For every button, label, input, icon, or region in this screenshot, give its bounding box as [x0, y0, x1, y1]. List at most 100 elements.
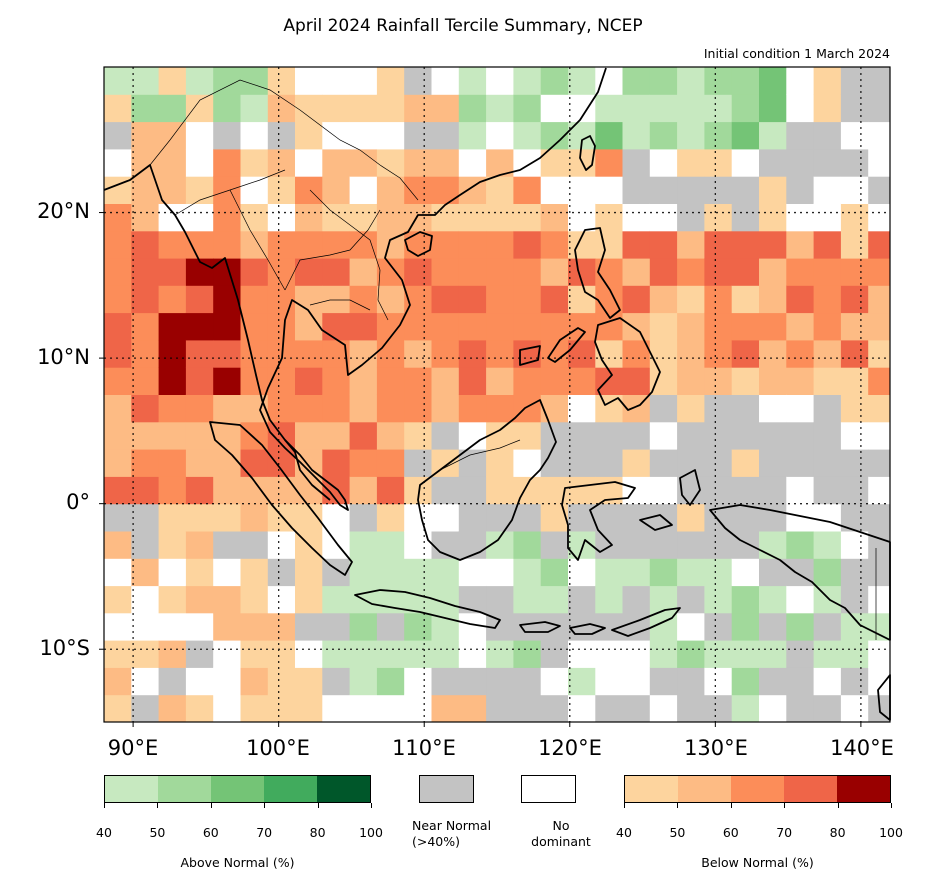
above-normal-segment: [317, 776, 370, 802]
grid-cell: [404, 394, 432, 423]
grid-cell: [104, 558, 132, 587]
grid-cell: [622, 421, 651, 450]
grid-cell: [786, 421, 815, 450]
grid-cell: [622, 558, 651, 587]
grid-cell: [731, 585, 760, 614]
grid-cell: [786, 148, 815, 177]
grid-cell: [731, 694, 760, 723]
grid-cell: [595, 67, 624, 95]
grid-cell: [104, 148, 132, 177]
grid-cell: [404, 94, 432, 123]
grid-cell: [458, 503, 487, 532]
grid-cell: [213, 449, 241, 477]
grid-cell: [458, 367, 487, 395]
grid-cell: [813, 312, 842, 341]
grid-cell: [376, 258, 405, 286]
grid-cell: [840, 67, 869, 95]
grid-cell: [267, 312, 296, 341]
grid-cell: [213, 339, 241, 368]
grid-cell: [704, 612, 733, 641]
grid-cell: [158, 121, 187, 150]
grid-cell: [786, 367, 815, 395]
grid-cell: [131, 421, 160, 450]
above-normal-segment: [211, 776, 264, 802]
grid-cell: [349, 476, 378, 505]
grid-cell: [568, 640, 596, 668]
grid-cell: [267, 476, 296, 505]
grid-cell: [622, 285, 651, 314]
grid-cell: [213, 612, 241, 641]
grid-cell: [540, 367, 569, 395]
grid-cell: [486, 121, 514, 150]
lon-label-120e: 120°E: [538, 736, 602, 760]
grid-cell: [731, 230, 760, 259]
grid-cell: [486, 394, 514, 423]
grid-cell: [404, 640, 432, 668]
grid-cell: [240, 148, 269, 177]
below-normal-tickmark: [784, 803, 786, 808]
grid-cell: [568, 694, 596, 723]
grid-cell: [295, 339, 323, 368]
grid-cell: [568, 585, 596, 614]
grid-cell: [513, 531, 542, 559]
grid-cell: [649, 421, 678, 450]
grid-cell: [540, 612, 569, 641]
grid-cell: [404, 449, 432, 477]
grid-cell: [759, 503, 787, 532]
grid-cell: [458, 285, 487, 314]
grid-cell: [677, 503, 705, 532]
below-normal-tick-label: 40: [616, 825, 632, 840]
grid-cell: [104, 503, 132, 532]
above-normal-colorbar: [104, 775, 371, 803]
grid-cell: [404, 503, 432, 532]
grid-cell: [704, 121, 733, 150]
grid-cell: [104, 312, 132, 341]
grid-cell: [622, 230, 651, 259]
grid-cell: [486, 585, 514, 614]
map-frame: [103, 66, 891, 723]
graticule: [104, 67, 890, 722]
grid-cell: [759, 640, 787, 668]
above-normal-tick-label: 100: [359, 825, 383, 840]
grid-cell: [158, 640, 187, 668]
grid-cell: [486, 312, 514, 341]
grid-cell: [731, 121, 760, 150]
grid-cell: [349, 667, 378, 696]
below-normal-segment: [731, 776, 784, 802]
grid-cell: [458, 558, 487, 587]
grid-cell: [240, 558, 269, 587]
grid-cell: [158, 558, 187, 587]
grid-cell: [240, 421, 269, 450]
grid-cell: [759, 121, 787, 150]
grid-cell: [158, 285, 187, 314]
grid-cell: [568, 667, 596, 696]
grid-cell: [185, 667, 214, 696]
grid-cell: [104, 94, 132, 123]
grid-cell: [731, 94, 760, 123]
grid-cell: [431, 503, 460, 532]
grid-cell: [868, 394, 891, 423]
grid-cell: [431, 230, 460, 259]
grid-cell: [131, 667, 160, 696]
grid-cell: [376, 67, 405, 95]
grid-cell: [731, 176, 760, 204]
grid-cell: [840, 449, 869, 477]
grid-cell: [158, 367, 187, 395]
grid-cell: [185, 558, 214, 587]
grid-cell: [185, 94, 214, 123]
grid-cell: [759, 531, 787, 559]
grid-cell: [868, 421, 891, 450]
grid-cell: [759, 694, 787, 723]
grid-cell: [295, 585, 323, 614]
grid-cell: [759, 203, 787, 232]
grid-cell: [786, 230, 815, 259]
grid-cell: [486, 230, 514, 259]
grid-cell: [295, 367, 323, 395]
grid-cell: [649, 203, 678, 232]
grid-cell: [813, 67, 842, 95]
below-normal-tick-label: 50: [669, 825, 686, 840]
grid-cell: [158, 694, 187, 723]
grid-cell: [759, 421, 787, 450]
grid-cell: [404, 421, 432, 450]
grid-cell: [295, 694, 323, 723]
